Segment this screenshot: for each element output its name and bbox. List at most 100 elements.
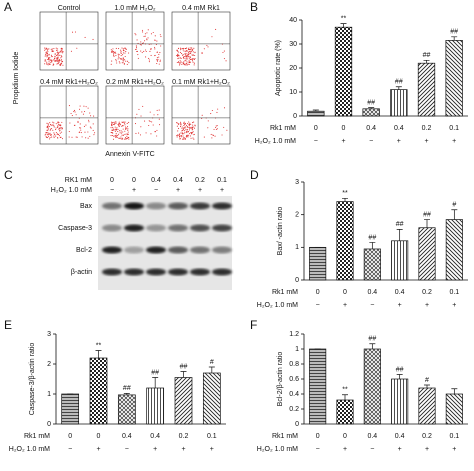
- flow-dot: [51, 136, 53, 138]
- flow-dot: [124, 138, 126, 140]
- flow-dot: [117, 128, 119, 130]
- flow-dot: [148, 59, 150, 61]
- flow-dot: [210, 133, 212, 136]
- flow-dot: [49, 138, 51, 140]
- flow-dot: [156, 60, 159, 62]
- flow-dot: [182, 49, 184, 51]
- flow-dot: [50, 54, 52, 56]
- flow-dot: [212, 134, 214, 136]
- flow-dot: [56, 126, 59, 128]
- flow-dot: [192, 54, 194, 56]
- bar: [334, 26, 353, 117]
- flow-dot: [136, 50, 138, 53]
- significance-label: ##: [423, 211, 431, 218]
- flow-dot: [187, 123, 189, 125]
- row-value: 0.4: [366, 125, 376, 132]
- flow-dot: [46, 122, 48, 124]
- flow-dot: [115, 128, 117, 130]
- flow-dot: [46, 63, 48, 65]
- flow-dot: [191, 129, 193, 131]
- flow-dot: [60, 48, 62, 50]
- flow-dot: [47, 51, 49, 53]
- flow-dot: [216, 111, 218, 113]
- flow-dot: [114, 130, 116, 132]
- lane-label: 0.2: [195, 177, 205, 184]
- significance-label: ##: [396, 366, 404, 373]
- flow-dot: [145, 56, 147, 58]
- flow-dot: [178, 134, 180, 136]
- flow-dot: [57, 56, 59, 58]
- row-value: 0.1: [449, 433, 459, 440]
- flow-dot: [60, 59, 62, 61]
- flow-dot: [118, 54, 120, 56]
- flow-dot: [193, 62, 195, 64]
- flow-dot: [158, 118, 160, 120]
- flow-dot: [180, 61, 182, 63]
- flow-dot: [90, 127, 92, 129]
- row-value: −: [314, 138, 318, 145]
- flow-dot: [223, 50, 225, 52]
- flow-dot: [183, 63, 185, 65]
- flow-dot: [60, 50, 62, 52]
- flow-dot: [113, 135, 115, 137]
- flow-dot: [93, 115, 95, 117]
- flow-dot: [158, 63, 160, 65]
- flow-dot: [179, 126, 182, 128]
- flow-dot: [44, 63, 46, 65]
- flow-dot: [47, 132, 49, 134]
- row-value: 0.4: [367, 433, 377, 440]
- panel-label: A: [4, 0, 12, 14]
- flow-dot: [226, 129, 228, 131]
- flow-dot: [191, 48, 193, 50]
- flow-dot: [110, 49, 112, 51]
- flow-dot: [137, 57, 139, 59]
- flow-dot: [61, 121, 63, 123]
- flow-dot: [125, 136, 127, 139]
- flow-dot: [118, 137, 120, 139]
- flow-dot: [59, 60, 61, 62]
- flow-dot: [184, 127, 186, 129]
- flow-dot: [71, 114, 73, 117]
- flow-dot: [84, 131, 86, 133]
- flow-dot: [189, 61, 191, 64]
- significance-label: ##: [151, 369, 159, 376]
- flow-dot: [45, 51, 47, 53]
- flow-dot: [112, 129, 114, 131]
- bar: [89, 357, 108, 425]
- flow-dot: [190, 123, 192, 125]
- row-value: 0.4: [395, 289, 405, 296]
- flow-dot: [49, 57, 51, 59]
- flow-dot: [52, 121, 54, 123]
- flow-dot: [185, 64, 187, 66]
- row-value: −: [68, 446, 72, 453]
- error-bar: [395, 86, 402, 90]
- flow-dot: [94, 132, 96, 134]
- flow-dot: [190, 132, 192, 134]
- row-value: +: [424, 138, 428, 145]
- y-tick-label: 1.2: [289, 331, 299, 338]
- error-bar: [369, 343, 376, 349]
- flow-dot: [159, 59, 161, 61]
- flow-dot: [70, 112, 72, 115]
- flow-dot: [179, 123, 181, 125]
- flow-dot: [52, 124, 54, 126]
- flow-dot: [185, 60, 187, 62]
- flow-dot: [53, 136, 55, 139]
- flow-dot: [55, 123, 57, 125]
- flow-dot: [180, 48, 182, 50]
- y-tick-label: 0: [47, 421, 51, 428]
- flow-dot: [125, 48, 127, 50]
- flow-dot: [176, 122, 178, 124]
- axis-title: Annexin V-FITC: [105, 151, 154, 158]
- flow-dot: [143, 35, 145, 37]
- row-value: +: [452, 302, 456, 309]
- flow-dot: [187, 134, 190, 136]
- y-tick-label: 0.4: [289, 391, 299, 398]
- blot-band: [146, 268, 166, 276]
- flow-dot: [221, 134, 223, 136]
- flow-dot: [144, 40, 146, 42]
- flow-dot: [111, 123, 113, 125]
- flow-dot: [179, 135, 181, 137]
- flow-dot: [56, 57, 58, 59]
- flow-dot: [180, 136, 182, 138]
